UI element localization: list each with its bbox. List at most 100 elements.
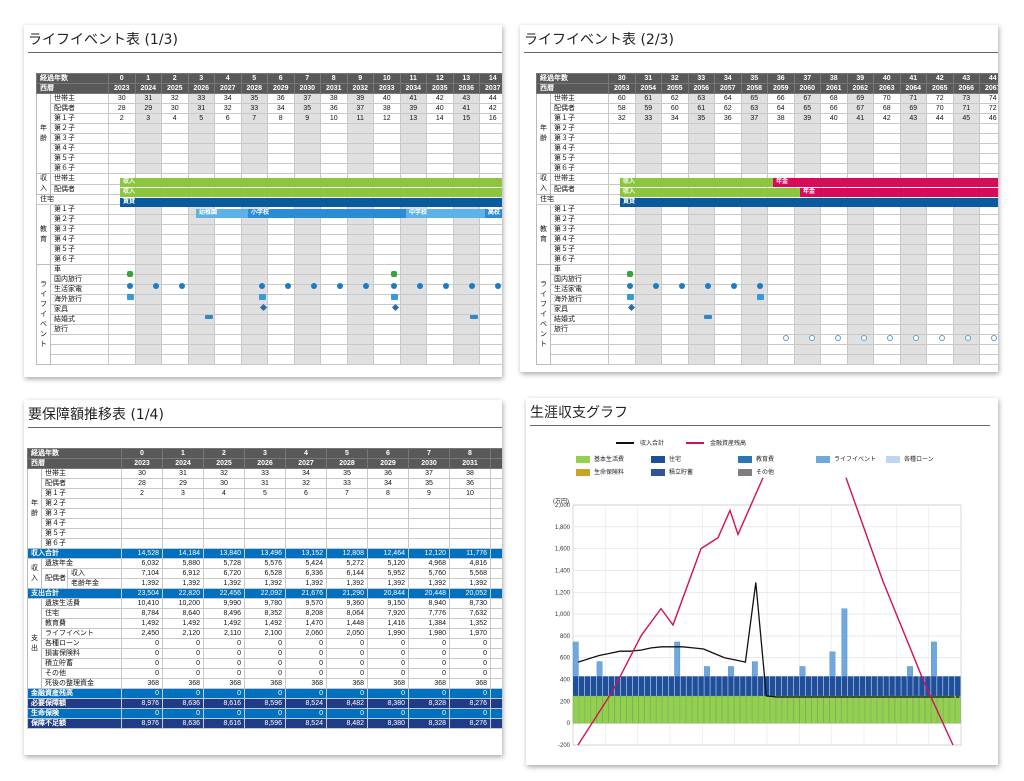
education-cell [661,244,689,255]
bar-housing [835,676,842,696]
year-cell: 2053 [608,83,636,94]
event-cell [926,284,954,295]
required-coverage-table: 経過年数0123456789西暦202320242025202620272028… [27,448,502,729]
education-group-label: 教育 [36,204,51,265]
education-cell [161,224,189,235]
summary-value: 22,820 [162,588,204,599]
value-cell: 8,520 [490,598,502,609]
education-cell [926,214,954,225]
value-cell: 10,410 [121,598,163,609]
age-cell [820,133,848,144]
row-label: 第１子 [50,204,109,215]
age-cell [490,498,502,509]
legend-item: 収入合計 [616,438,664,447]
education-cell [134,214,162,225]
event-cell [240,324,268,335]
row-label: 第１子 [41,488,122,499]
age-cell [952,123,980,134]
row-label: 第５子 [550,244,609,255]
age-cell [134,143,162,154]
bar-basic-living [763,695,770,724]
row-label: 第４子 [50,234,109,245]
legend-label: 金融資産残高 [710,441,747,447]
age-cell [714,163,742,174]
table-row: 年齢世帯主 60 61 62 63 64 65 66 67 68 69 70 71 72 73 74 [536,93,998,174]
age-cell: 30 [108,93,136,104]
bar-basic-living [614,695,621,724]
event-cell [899,274,927,285]
event-cell [793,304,821,315]
age-cell: 32 [608,113,636,124]
age-cell [490,528,502,539]
event-cell [926,304,954,315]
table-row: 支出遺族生活費 10,410 10,200 9,990 9,780 9,570 9,360 9… [27,598,502,689]
age-cell [214,163,242,174]
year-cell: 2063 [873,83,901,94]
bar-housing [644,676,651,696]
age-cell [108,163,136,174]
event-cell [979,324,998,335]
elapsed-year: 37 [793,73,821,84]
education-cell [293,244,321,255]
value-cell: 1,392 [244,578,286,589]
event-cell [926,324,954,335]
summary-value: 0 [326,688,368,699]
row-label: 旅行 [550,324,609,335]
event-cell [346,324,374,335]
age-cell [740,123,768,134]
event-cell [320,344,348,355]
age-cell [449,518,491,529]
table-row: 第２子 [537,123,998,134]
age-cell: 41 [452,103,480,114]
elapsed-year: 1 [134,73,162,84]
header-label: 西暦 [536,83,609,94]
value-cell: 6,720 [203,568,245,579]
age-cell [490,508,502,519]
event-cell [267,354,295,365]
domestic-travel-icon [179,283,185,289]
age-cell: 30 [121,468,163,479]
pension-bar: 年金 [773,178,998,187]
summary-value: 8,482 [326,698,368,709]
income-group-label: 収入 [536,173,551,195]
age-cell [121,518,163,529]
event-cell [608,344,636,355]
legend-swatch [738,455,752,463]
event-cell [187,344,215,355]
event-cell [820,344,848,355]
legend-label: 積立貯蓄 [669,470,694,476]
age-cell [346,123,374,134]
table-row: 結婚式 [37,314,502,325]
summary-value: 13,840 [203,548,245,559]
travel-icon [913,335,919,341]
event-cell [846,324,874,335]
summary-value: 22,456 [203,588,245,599]
age-cell [320,153,348,164]
event-cell [820,264,848,275]
bar-housing [692,676,698,696]
event-cell [608,354,636,365]
age-cell [408,498,450,509]
age-cell [267,153,295,164]
elapsed-year: 13 [452,73,480,84]
event-cell [399,344,427,355]
event-cell [926,354,954,365]
y-tick-label: 1,600 [555,547,571,553]
bar-basic-living [692,695,699,724]
bar-housing [686,676,692,696]
age-cell [426,163,454,174]
education-cell [320,244,348,255]
age-cell: 37 [346,103,374,114]
bar-housing [728,676,734,696]
event-cell [373,324,401,335]
value-cell: 0 [203,638,245,649]
age-cell: 32 [161,93,189,104]
value-cell: 1,320 [490,618,502,629]
age-cell [740,133,768,144]
education-cell [873,224,901,235]
education-bar: 小学校 [248,209,406,218]
age-cell [187,143,215,154]
education-cell [952,224,980,235]
year-cell: 2031 [449,458,491,469]
